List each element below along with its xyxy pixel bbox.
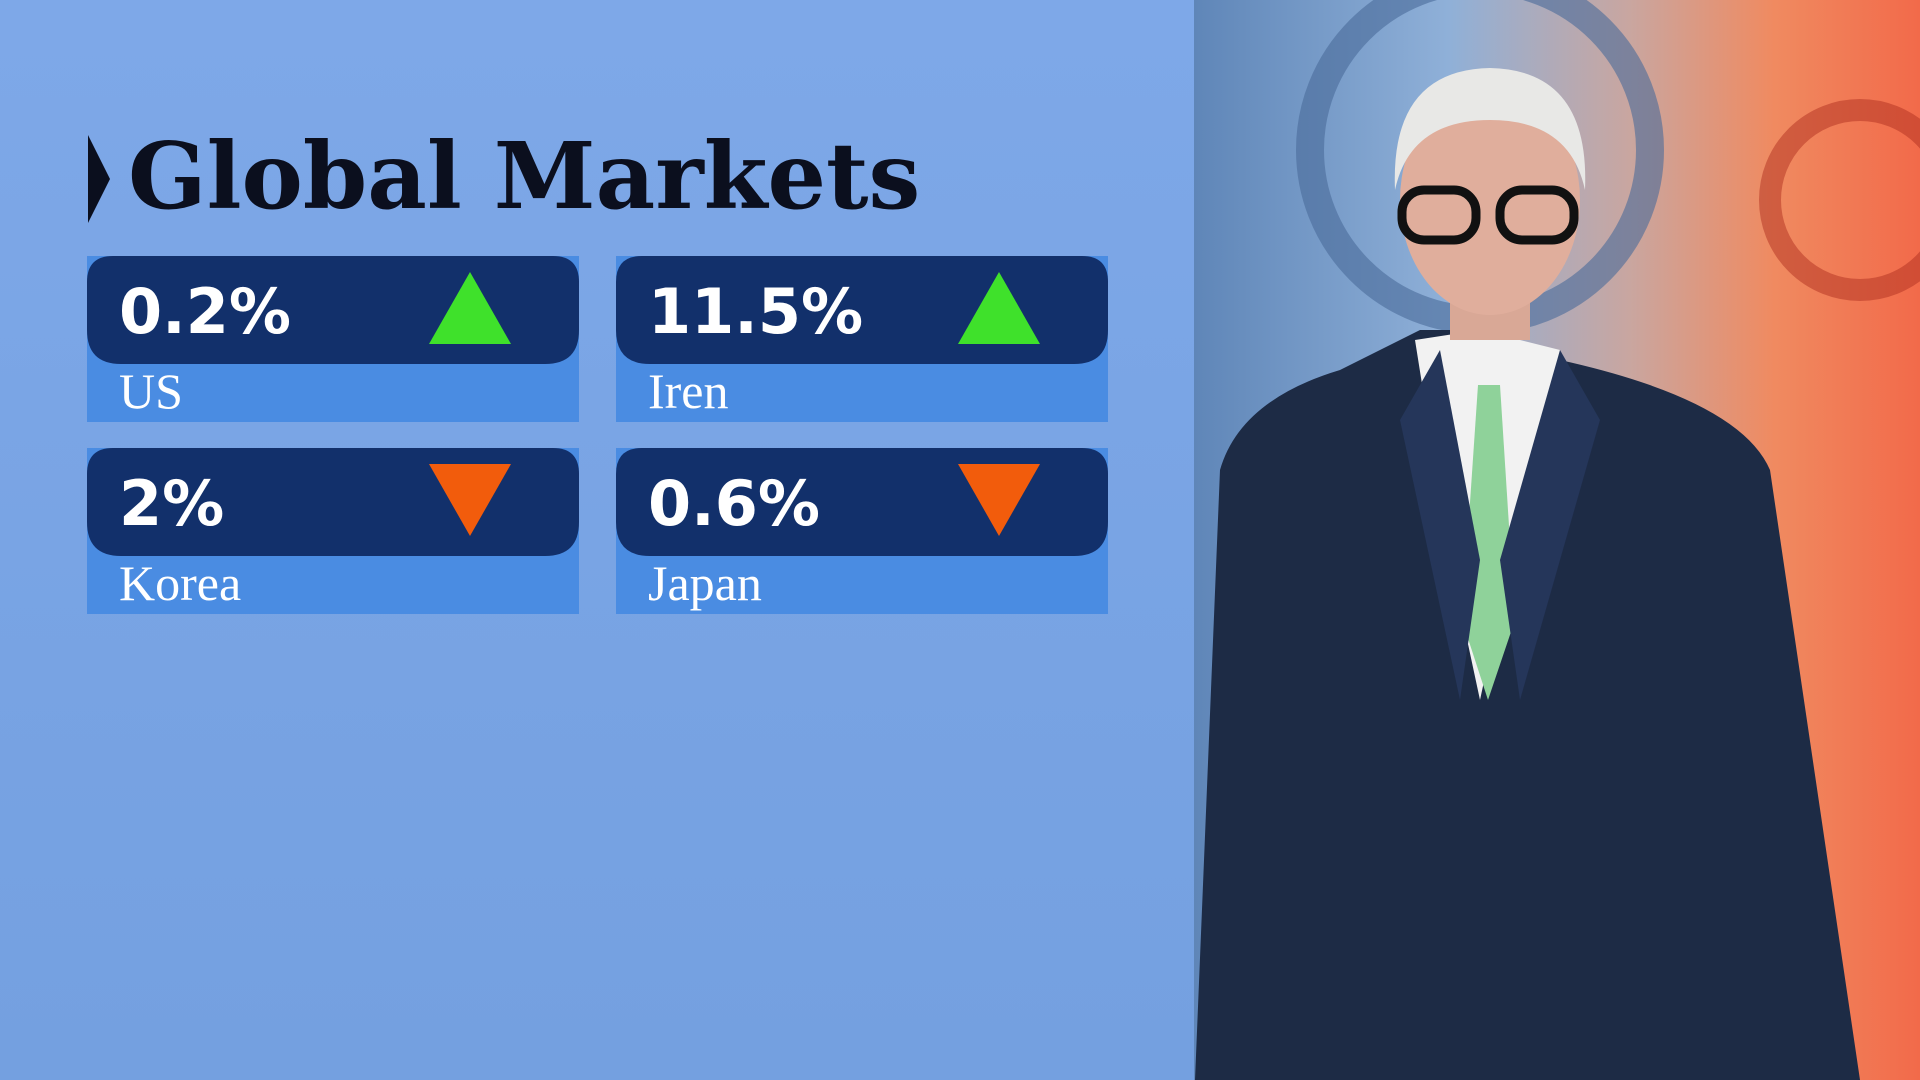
card-label: Korea <box>119 555 241 611</box>
arrow-up <box>429 272 511 344</box>
card-value: 0.2% <box>119 275 291 348</box>
arrow-up <box>958 272 1040 344</box>
market-card: 0.2% US <box>87 256 579 422</box>
card-label: Iren <box>648 363 729 419</box>
card-label: Japan <box>648 555 762 611</box>
card-value: 2% <box>119 467 224 540</box>
title: Global Markets <box>128 122 920 230</box>
market-card: 0.6% Japan <box>616 448 1108 614</box>
card-label: US <box>119 363 183 419</box>
arrow-down <box>958 464 1040 536</box>
card-value: 11.5% <box>648 275 863 348</box>
market-cards: 0.2% US 11.5% Iren 2% Korea 0.6% Japan <box>87 256 1108 614</box>
arrow-down <box>429 464 511 536</box>
note-pattern <box>1759 99 1920 301</box>
card-value: 0.6% <box>648 467 820 540</box>
market-card: 11.5% Iren <box>616 256 1108 422</box>
title-chevron <box>88 135 110 223</box>
presenter <box>1195 68 1860 1080</box>
market-card: 2% Korea <box>87 448 579 614</box>
